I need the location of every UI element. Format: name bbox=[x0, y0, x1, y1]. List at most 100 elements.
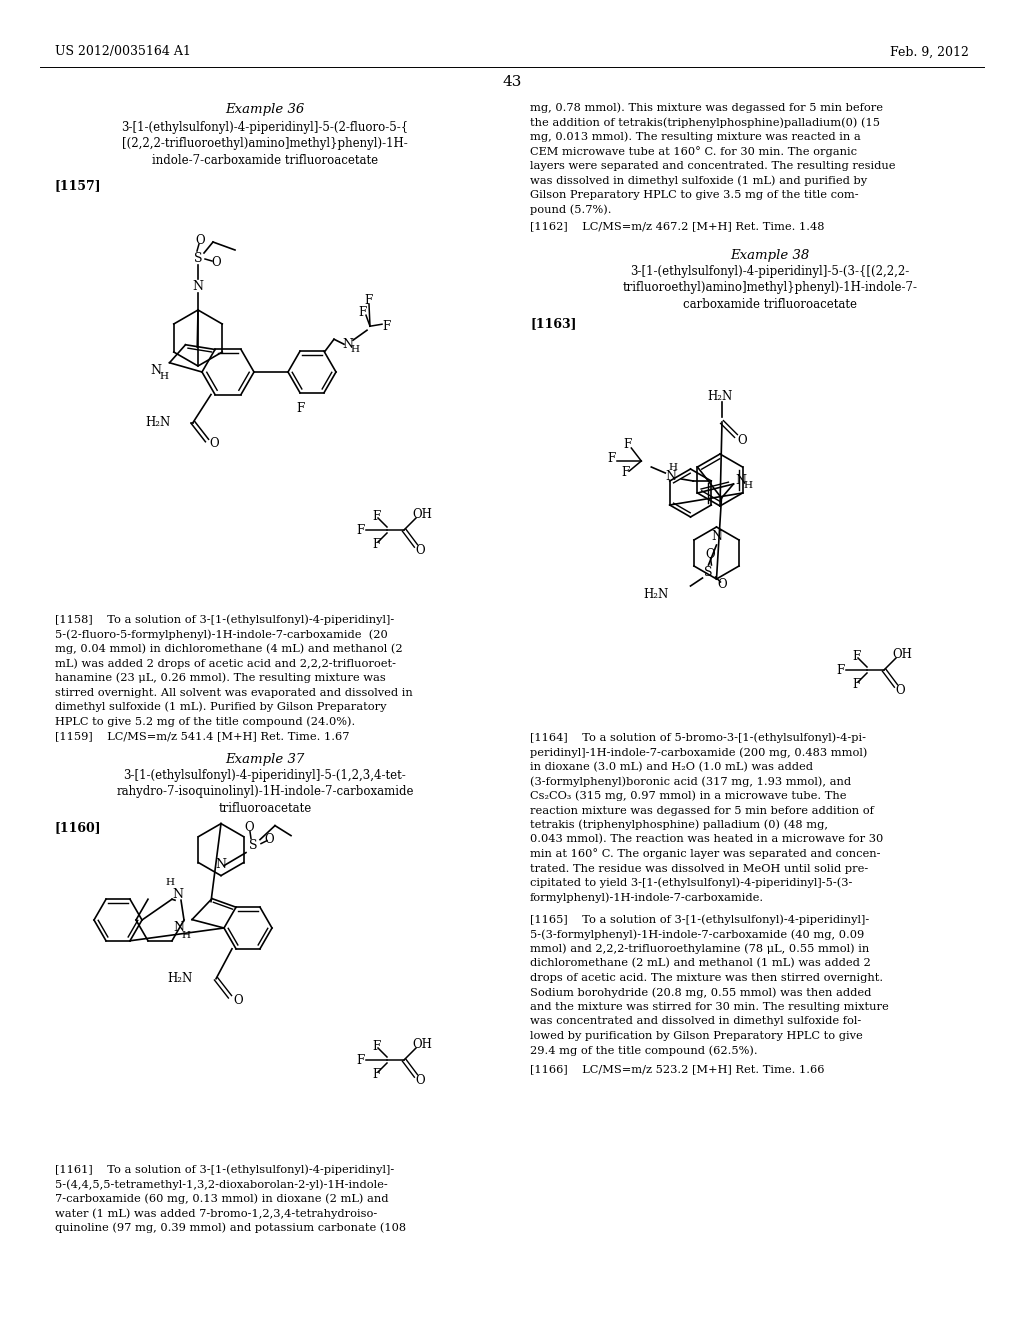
Text: and the mixture was stirred for 30 min. The resulting mixture: and the mixture was stirred for 30 min. … bbox=[530, 1002, 889, 1012]
Text: CEM microwave tube at 160° C. for 30 min. The organic: CEM microwave tube at 160° C. for 30 min… bbox=[530, 147, 857, 157]
Text: F: F bbox=[356, 1053, 365, 1067]
Text: O: O bbox=[415, 544, 425, 557]
Text: HPLC to give 5.2 mg of the title compound (24.0%).: HPLC to give 5.2 mg of the title compoun… bbox=[55, 717, 355, 727]
Text: rahydro-7-isoquinolinyl)-1H-indole-7-carboxamide: rahydro-7-isoquinolinyl)-1H-indole-7-car… bbox=[117, 785, 414, 799]
Text: OH: OH bbox=[412, 1038, 432, 1051]
Text: F: F bbox=[382, 319, 390, 333]
Text: dimethyl sulfoxide (1 mL). Purified by Gilson Preparatory: dimethyl sulfoxide (1 mL). Purified by G… bbox=[55, 702, 386, 713]
Text: O: O bbox=[415, 1073, 425, 1086]
Text: H: H bbox=[159, 372, 168, 381]
Text: S: S bbox=[249, 840, 257, 853]
Text: [1161]    To a solution of 3-[1-(ethylsulfonyl)-4-piperidinyl]-: [1161] To a solution of 3-[1-(ethylsulfo… bbox=[55, 1164, 394, 1175]
Text: S: S bbox=[705, 565, 713, 578]
Text: 5-(4,4,5,5-tetramethyl-1,3,2-dioxaborolan-2-yl)-1H-indole-: 5-(4,4,5,5-tetramethyl-1,3,2-dioxaborola… bbox=[55, 1179, 388, 1189]
Text: [(2,2,2-trifluoroethyl)amino]methyl}phenyl)-1H-: [(2,2,2-trifluoroethyl)amino]methyl}phen… bbox=[122, 137, 408, 150]
Text: O: O bbox=[264, 833, 273, 846]
Text: OH: OH bbox=[412, 507, 432, 520]
Text: layers were separated and concentrated. The resulting residue: layers were separated and concentrated. … bbox=[530, 161, 896, 172]
Text: 5-(3-formylphenyl)-1H-indole-7-carboxamide (40 mg, 0.09: 5-(3-formylphenyl)-1H-indole-7-carboxami… bbox=[530, 929, 864, 940]
Text: drops of acetic acid. The mixture was then stirred overnight.: drops of acetic acid. The mixture was th… bbox=[530, 973, 883, 983]
Text: F: F bbox=[296, 403, 304, 416]
Text: F: F bbox=[836, 664, 844, 676]
Text: F: F bbox=[372, 537, 380, 550]
Text: stirred overnight. All solvent was evaporated and dissolved in: stirred overnight. All solvent was evapo… bbox=[55, 688, 413, 697]
Text: F: F bbox=[357, 306, 367, 318]
Text: mg, 0.013 mmol). The resulting mixture was reacted in a: mg, 0.013 mmol). The resulting mixture w… bbox=[530, 132, 861, 143]
Text: [1160]: [1160] bbox=[55, 821, 101, 834]
Text: O: O bbox=[233, 994, 243, 1007]
Text: O: O bbox=[737, 434, 746, 447]
Text: O: O bbox=[706, 548, 716, 561]
Text: H₂N: H₂N bbox=[168, 973, 193, 985]
Text: F: F bbox=[852, 649, 860, 663]
Text: Example 38: Example 38 bbox=[730, 249, 810, 263]
Text: was concentrated and dissolved in dimethyl sulfoxide fol-: was concentrated and dissolved in dimeth… bbox=[530, 1016, 861, 1027]
Text: trifluoroethyl)amino]methyl}phenyl)-1H-indole-7-: trifluoroethyl)amino]methyl}phenyl)-1H-i… bbox=[623, 281, 918, 294]
Text: S: S bbox=[194, 252, 203, 264]
Text: [1165]    To a solution of 3-[1-(ethylsulfonyl)-4-piperidinyl]-: [1165] To a solution of 3-[1-(ethylsulfo… bbox=[530, 915, 869, 925]
Text: in dioxane (3.0 mL) and H₂O (1.0 mL) was added: in dioxane (3.0 mL) and H₂O (1.0 mL) was… bbox=[530, 762, 813, 772]
Text: trifluoroacetate: trifluoroacetate bbox=[218, 801, 311, 814]
Text: dichloromethane (2 mL) and methanol (1 mL) was added 2: dichloromethane (2 mL) and methanol (1 m… bbox=[530, 958, 870, 969]
Text: N: N bbox=[735, 474, 745, 487]
Text: was dissolved in dimethyl sulfoxide (1 mL) and purified by: was dissolved in dimethyl sulfoxide (1 m… bbox=[530, 176, 867, 186]
Text: F: F bbox=[372, 1068, 380, 1081]
Text: 0.043 mmol). The reaction was heated in a microwave for 30: 0.043 mmol). The reaction was heated in … bbox=[530, 834, 884, 845]
Text: quinoline (97 mg, 0.39 mmol) and potassium carbonate (108: quinoline (97 mg, 0.39 mmol) and potassi… bbox=[55, 1222, 407, 1233]
Text: [1164]    To a solution of 5-bromo-3-[1-(ethylsulfonyl)-4-pi-: [1164] To a solution of 5-bromo-3-[1-(et… bbox=[530, 733, 866, 743]
Text: F: F bbox=[622, 466, 630, 479]
Text: carboxamide trifluoroacetate: carboxamide trifluoroacetate bbox=[683, 297, 857, 310]
Text: O: O bbox=[209, 437, 219, 450]
Text: H: H bbox=[181, 931, 190, 940]
Text: N: N bbox=[172, 888, 183, 900]
Text: peridinyl]-1H-indole-7-carboxamide (200 mg, 0.483 mmol): peridinyl]-1H-indole-7-carboxamide (200 … bbox=[530, 747, 867, 758]
Text: N: N bbox=[666, 470, 677, 483]
Text: O: O bbox=[196, 234, 205, 247]
Text: N: N bbox=[173, 921, 184, 935]
Text: N: N bbox=[215, 858, 226, 871]
Text: O: O bbox=[895, 684, 905, 697]
Text: Example 37: Example 37 bbox=[225, 754, 304, 767]
Text: H: H bbox=[669, 462, 678, 471]
Text: F: F bbox=[372, 1040, 380, 1052]
Text: tetrakis (triphenylphosphine) palladium (0) (48 mg,: tetrakis (triphenylphosphine) palladium … bbox=[530, 820, 828, 830]
Text: trated. The residue was dissolved in MeOH until solid pre-: trated. The residue was dissolved in MeO… bbox=[530, 863, 868, 874]
Text: O: O bbox=[211, 256, 221, 268]
Text: min at 160° C. The organic layer was separated and concen-: min at 160° C. The organic layer was sep… bbox=[530, 849, 881, 859]
Text: formylphenyl)-1H-indole-7-carboxamide.: formylphenyl)-1H-indole-7-carboxamide. bbox=[530, 892, 764, 903]
Text: Sodium borohydride (20.8 mg, 0.55 mmol) was then added: Sodium borohydride (20.8 mg, 0.55 mmol) … bbox=[530, 987, 871, 998]
Text: [1157]: [1157] bbox=[55, 180, 101, 193]
Text: H: H bbox=[350, 345, 359, 354]
Text: water (1 mL) was added 7-bromo-1,2,3,4-tetrahydroiso-: water (1 mL) was added 7-bromo-1,2,3,4-t… bbox=[55, 1208, 377, 1218]
Text: lowed by purification by Gilson Preparatory HPLC to give: lowed by purification by Gilson Preparat… bbox=[530, 1031, 863, 1041]
Text: the addition of tetrakis(triphenylphosphine)palladium(0) (15: the addition of tetrakis(triphenylphosph… bbox=[530, 117, 880, 128]
Text: cipitated to yield 3-[1-(ethylsulfonyl)-4-piperidinyl]-5-(3-: cipitated to yield 3-[1-(ethylsulfonyl)-… bbox=[530, 878, 852, 888]
Text: OH: OH bbox=[892, 648, 912, 660]
Text: 7-carboxamide (60 mg, 0.13 mmol) in dioxane (2 mL) and: 7-carboxamide (60 mg, 0.13 mmol) in diox… bbox=[55, 1193, 388, 1204]
Text: F: F bbox=[372, 510, 380, 523]
Text: mg, 0.04 mmol) in dichloromethane (4 mL) and methanol (2: mg, 0.04 mmol) in dichloromethane (4 mL)… bbox=[55, 644, 402, 655]
Text: [1159]    LC/MS=m/z 541.4 [M+H] Ret. Time. 1.67: [1159] LC/MS=m/z 541.4 [M+H] Ret. Time. … bbox=[55, 731, 349, 741]
Text: 3-[1-(ethylsulfonyl)-4-piperidinyl]-5-(1,2,3,4-tet-: 3-[1-(ethylsulfonyl)-4-piperidinyl]-5-(1… bbox=[124, 770, 407, 783]
Text: F: F bbox=[607, 453, 615, 466]
Text: US 2012/0035164 A1: US 2012/0035164 A1 bbox=[55, 45, 190, 58]
Text: [1162]    LC/MS=m/z 467.2 [M+H] Ret. Time. 1.48: [1162] LC/MS=m/z 467.2 [M+H] Ret. Time. … bbox=[530, 220, 824, 231]
Text: mmol) and 2,2,2-trifluoroethylamine (78 μL, 0.55 mmol) in: mmol) and 2,2,2-trifluoroethylamine (78 … bbox=[530, 944, 869, 954]
Text: Feb. 9, 2012: Feb. 9, 2012 bbox=[890, 45, 969, 58]
Text: N: N bbox=[711, 531, 722, 544]
Text: [1158]    To a solution of 3-[1-(ethylsulfonyl)-4-piperidinyl]-: [1158] To a solution of 3-[1-(ethylsulfo… bbox=[55, 615, 394, 626]
Text: 3-[1-(ethylsulfonyl)-4-piperidinyl]-5-(3-{[(2,2,2-: 3-[1-(ethylsulfonyl)-4-piperidinyl]-5-(3… bbox=[631, 265, 909, 279]
Text: F: F bbox=[624, 438, 632, 451]
Text: Example 36: Example 36 bbox=[225, 103, 304, 116]
Text: Gilson Preparatory HPLC to give 3.5 mg of the title com-: Gilson Preparatory HPLC to give 3.5 mg o… bbox=[530, 190, 859, 201]
Text: mg, 0.78 mmol). This mixture was degassed for 5 min before: mg, 0.78 mmol). This mixture was degasse… bbox=[530, 103, 883, 114]
Text: O: O bbox=[718, 578, 727, 590]
Text: H₂N: H₂N bbox=[643, 587, 669, 601]
Text: [1166]    LC/MS=m/z 523.2 [M+H] Ret. Time. 1.66: [1166] LC/MS=m/z 523.2 [M+H] Ret. Time. … bbox=[530, 1064, 824, 1074]
Text: reaction mixture was degassed for 5 min before addition of: reaction mixture was degassed for 5 min … bbox=[530, 805, 873, 816]
Text: 43: 43 bbox=[503, 75, 521, 88]
Text: (3-formylphenyl)boronic acid (317 mg, 1.93 mmol), and: (3-formylphenyl)boronic acid (317 mg, 1.… bbox=[530, 776, 851, 787]
Text: hanamine (23 μL, 0.26 mmol). The resulting mixture was: hanamine (23 μL, 0.26 mmol). The resulti… bbox=[55, 673, 386, 684]
Text: O: O bbox=[244, 821, 254, 834]
Text: [1163]: [1163] bbox=[530, 318, 577, 330]
